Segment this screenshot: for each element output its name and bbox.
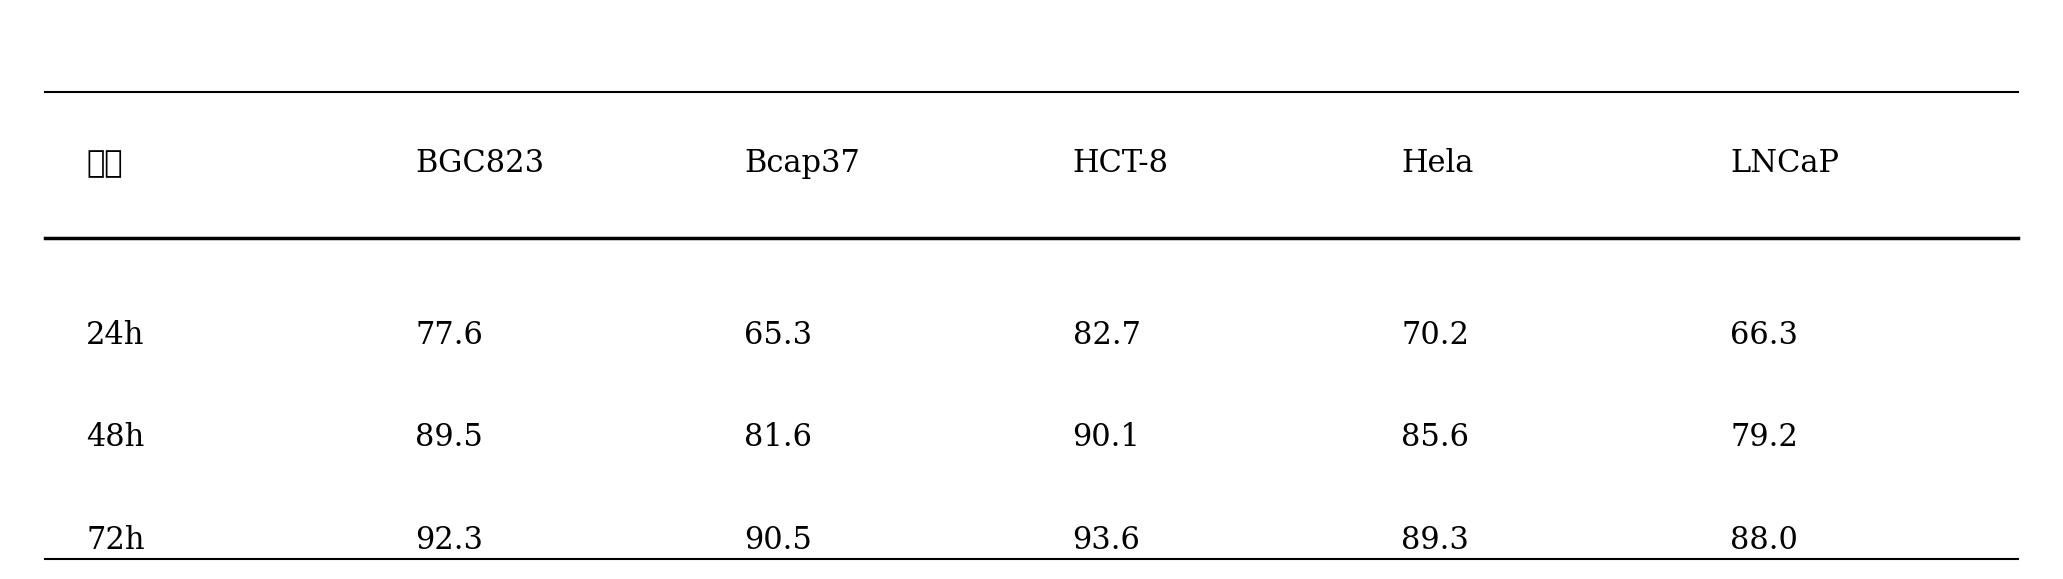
Text: 89.3: 89.3 (1401, 525, 1469, 556)
Text: 70.2: 70.2 (1401, 320, 1469, 351)
Text: LNCaP: LNCaP (1731, 148, 1838, 179)
Text: 79.2: 79.2 (1731, 422, 1799, 453)
Text: 81.6: 81.6 (745, 422, 813, 453)
Text: 72h: 72h (87, 525, 144, 556)
Text: 89.5: 89.5 (415, 422, 483, 453)
Text: 90.1: 90.1 (1073, 422, 1141, 453)
Text: 66.3: 66.3 (1731, 320, 1799, 351)
Text: 82.7: 82.7 (1073, 320, 1141, 351)
Text: 90.5: 90.5 (745, 525, 811, 556)
Text: 92.3: 92.3 (415, 525, 483, 556)
Text: 85.6: 85.6 (1401, 422, 1469, 453)
Text: 24h: 24h (87, 320, 144, 351)
Text: 65.3: 65.3 (745, 320, 813, 351)
Text: 时间: 时间 (87, 148, 124, 179)
Text: BGC823: BGC823 (415, 148, 545, 179)
Text: 77.6: 77.6 (415, 320, 483, 351)
Text: Bcap37: Bcap37 (745, 148, 860, 179)
Text: 93.6: 93.6 (1073, 525, 1141, 556)
Text: 88.0: 88.0 (1731, 525, 1799, 556)
Text: Hela: Hela (1401, 148, 1473, 179)
Text: HCT-8: HCT-8 (1073, 148, 1168, 179)
Text: 48h: 48h (87, 422, 144, 453)
